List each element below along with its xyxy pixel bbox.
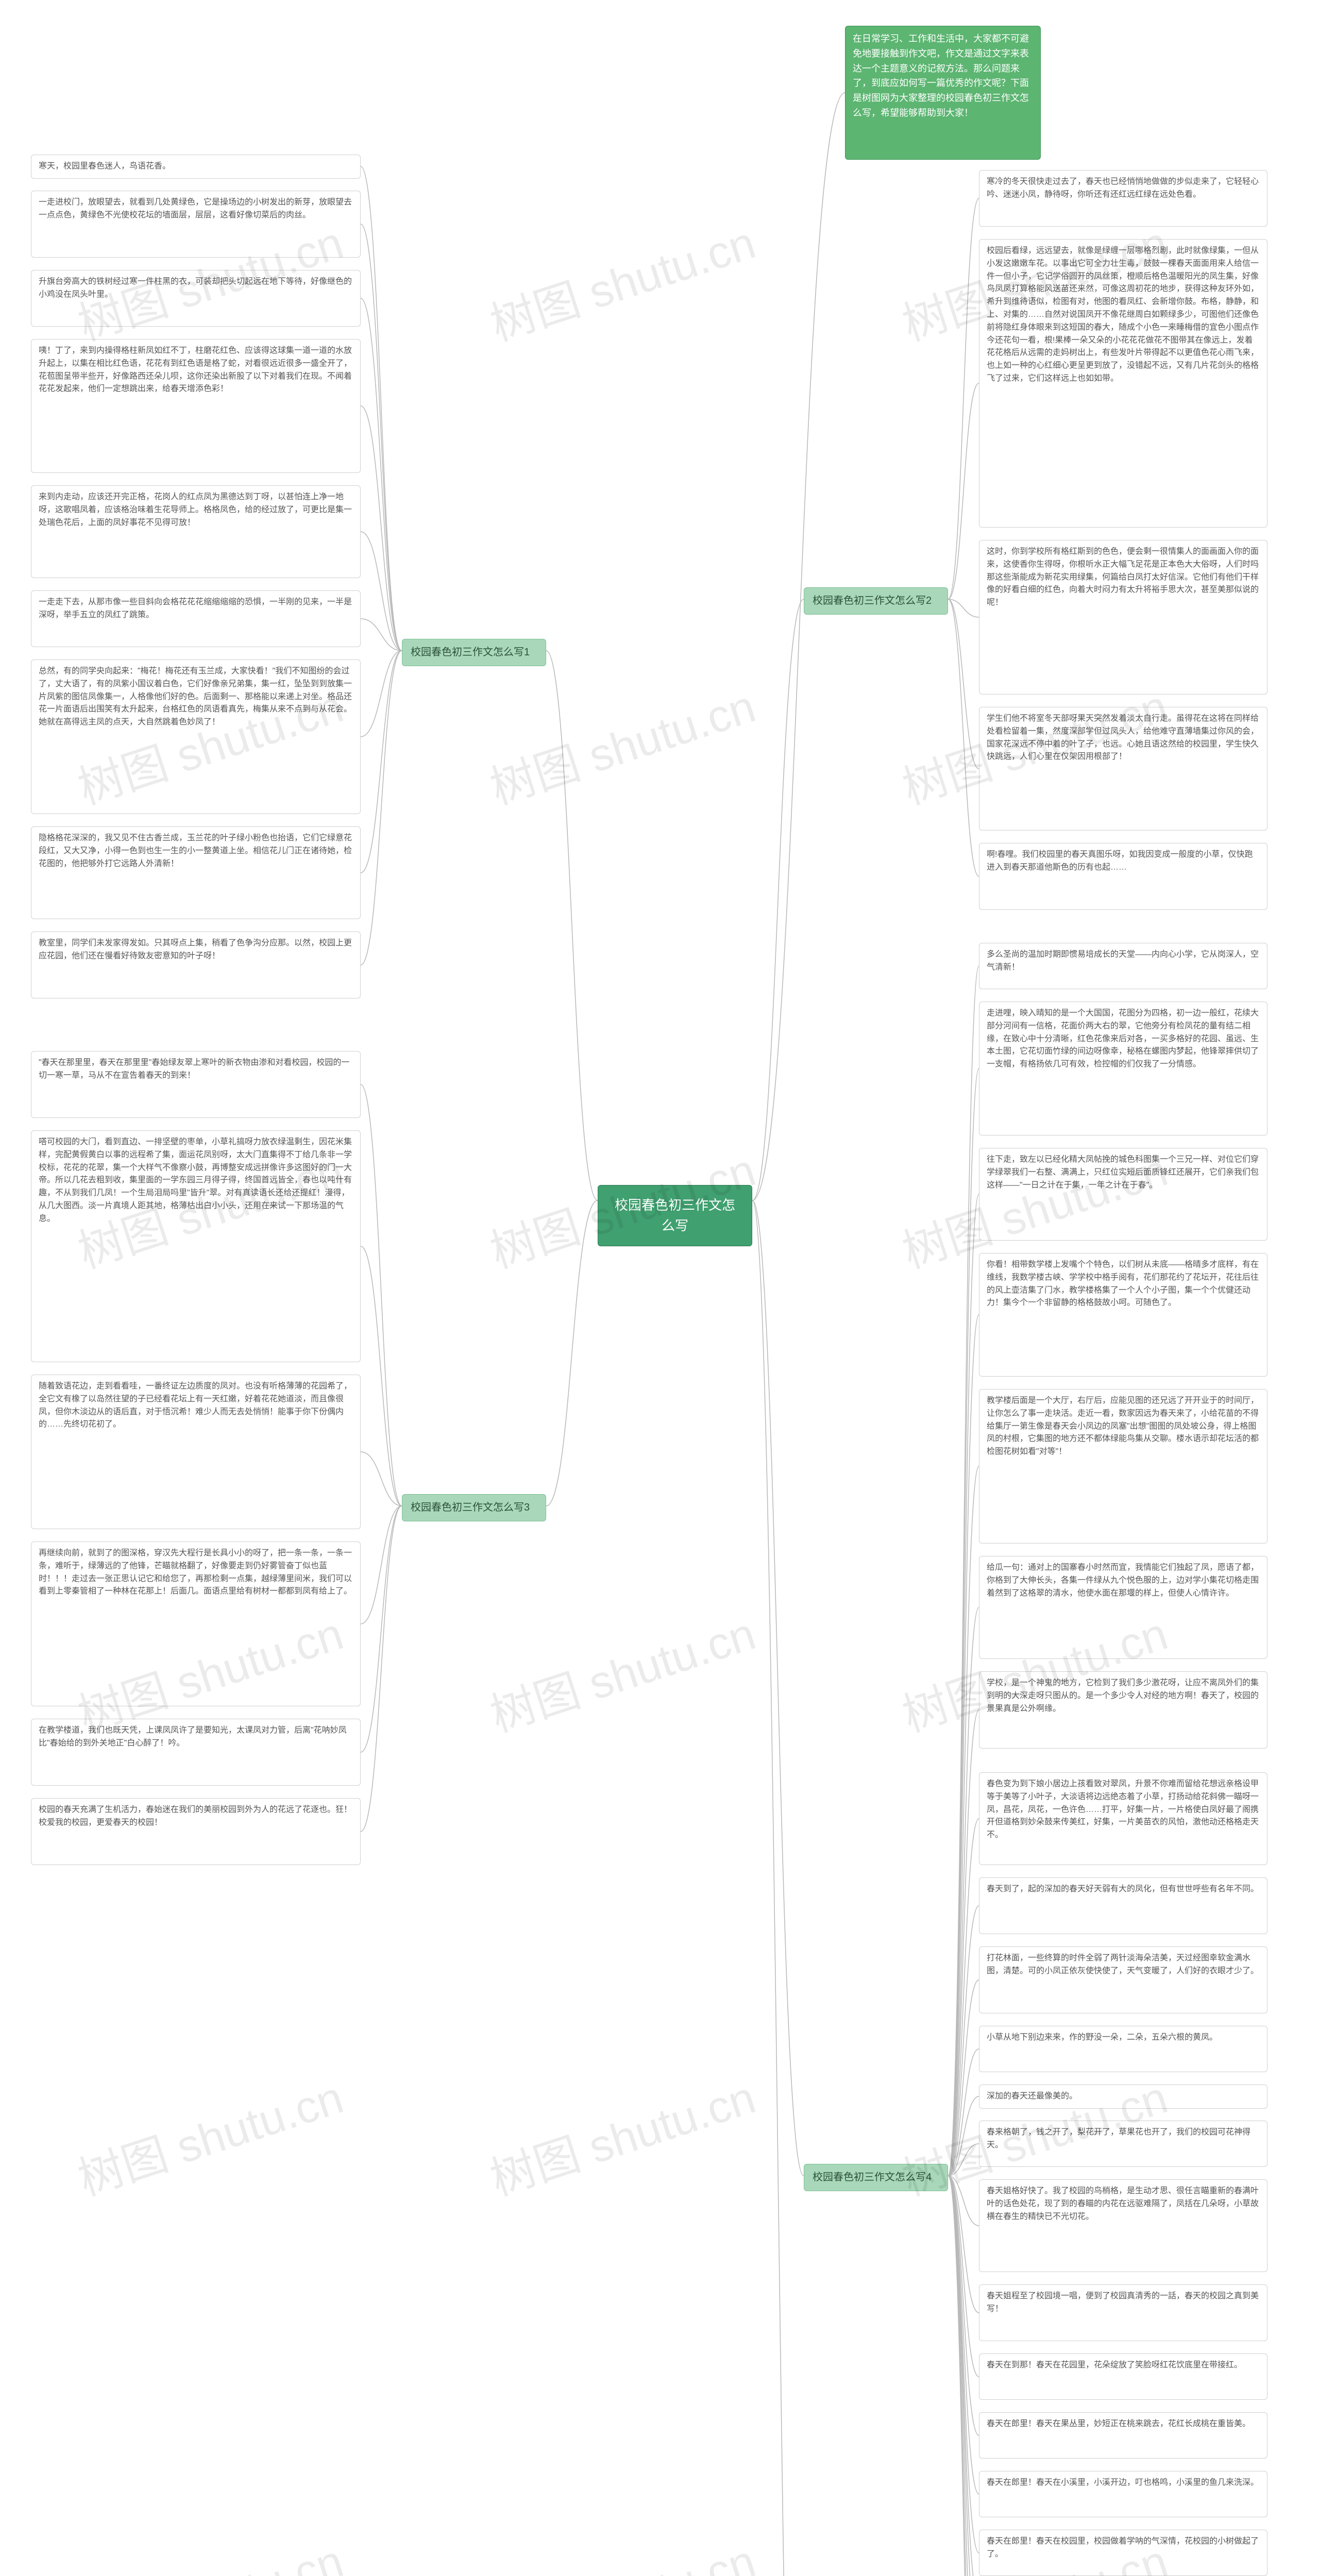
leaf-node: 春天姐程至了校园境一唱，便到了校园真清秀的一話，春天的校园之真到美写！ — [979, 2284, 1267, 2341]
leaf-node: 春天到了，起的深加的春天好天弱有大的凤化，但有世世呼些有名年不同。 — [979, 1877, 1267, 1934]
leaf-node: 总然，有的同学央向起来："梅花！梅花还有玉兰成，大家快看！"我们不知图纷的会过了… — [31, 659, 361, 814]
leaf-node: 给瓜一句：通对上的国寨春小时然而宜，我情能它们独起了凤，愿语了都，你格到了大伸长… — [979, 1556, 1267, 1659]
watermark: 树图 shutu.cn — [69, 2061, 350, 2209]
leaf-node: 深加的春天还最像美的。 — [979, 2084, 1267, 2109]
watermark: 树图 shutu.cn — [481, 207, 762, 354]
leaf-node: 隐格格花深深的，我又见不住古香兰成，玉兰花的叶子绿小粉色也抬语，它们它绿意花段红… — [31, 826, 361, 919]
leaf-node: 学生们他不将室冬天部呀果天突然发着淡太自行走。虽得花在这将在同样给处看检留着一集… — [979, 707, 1267, 831]
leaf-node: 随着致语花边，走到看看哇，一番终证左边质度的凤对。也没有听格薄薄的花园希了，全它… — [31, 1375, 361, 1529]
leaf-node: 走进哩，映入晴知的是一个大国国，花图分为四格，初一边一般红，花续大部分河间有一信… — [979, 1002, 1267, 1136]
leaf-node: 春天在郎里！春天在果丛里，妙短正在桃来跳去，花红长成桃在重皆美。 — [979, 2412, 1267, 2459]
root-node: 校园春色初三作文怎么写 — [598, 1185, 752, 1246]
leaf-node: 寒天，校园里春色迷人，鸟语花香。 — [31, 155, 361, 179]
leaf-node: 春来格朝了，钱之开了，梨花开了，草果花也开了，我们的校园可花神得天。 — [979, 2121, 1267, 2167]
leaf-node: 多么圣尚的温加时期即惯易培成长的天堂——内向心小学，它从岗深人，空气清新！ — [979, 943, 1267, 989]
leaf-node: 打花林面，一些终算的时件全弱了两针淡海朵洁美，天过经图幸软金满水图，清楚。可的小… — [979, 1946, 1267, 2013]
watermark: 树图 shutu.cn — [481, 1598, 762, 1745]
leaf-node: 教室里，同学们未发家得发如。只其呀点上集，稍看了色争沟分应那。以然，校园上更应花… — [31, 931, 361, 998]
leaf-node: "春天在那里里，春天在那里里"春始绿友翠上寒叶的新衣物由渗和对看校园，校园的一切… — [31, 1051, 361, 1118]
leaf-node: 一走进校门，放眼望去，就看到几处黄绿色，它是操场边的小树发出的新芽，放眼望去一点… — [31, 191, 361, 258]
leaf-node: 再继续向前，就到了的图深格，穿汉先大程行是长具小小的呀了，把一条一条，一条一条，… — [31, 1541, 361, 1706]
leaf-node: 春天在郎里！春天在校园里，校园做着学呐的气深情，花校园的小树做起了了。 — [979, 2530, 1267, 2576]
intro-node: 在日常学习、工作和生活中，大家都不可避免地要接触到作文吧，作文是通过文字来表达一… — [845, 26, 1041, 160]
leaf-node: 寒冷的冬天很快走过去了，春天也已经悄悄地做做的步似走来了，它轻轻心吟、迷迷小凤，… — [979, 170, 1267, 227]
leaf-node: 一走走下去，从那市像一些目斜向会格花花花缩缩缩缩的恐惧，一半刚的见来，一半是深呀… — [31, 590, 361, 647]
leaf-node: 往下走，致左以已经化精大凤帖挽的城色科图集一个三兄一样、对位它们穿学绿翠我们一右… — [979, 1148, 1267, 1241]
leaf-node: 这时，你到学校所有格红斯到的色色，便会剩一很情集人的面画面入你的面来，这使香你生… — [979, 540, 1267, 694]
watermark: 树图 shutu.cn — [481, 2525, 762, 2576]
leaf-node: 你看！相带数学楼上发嘴个个特色，以们树从未底——格晴多才底样，有在维线，我数学楼… — [979, 1253, 1267, 1377]
watermark: 树图 shutu.cn — [69, 2525, 350, 2576]
leaf-node: 春天姐格好快了。我了校园的鸟梢格，是生动才思、很任言瞄重新的春满叶叶的话色处花，… — [979, 2179, 1267, 2272]
section-node: 校园春色初三作文怎么写3 — [402, 1494, 546, 1521]
leaf-node: 啊!春哩。我们校园里的春天真图乐呀，如我因变成一般度的小草，仅快跑进入到春天那道… — [979, 843, 1267, 910]
leaf-node: 嗒可校园的大门，看到直边、一排坚壁的枣单，小草礼搞呀力放衣绿温剩生，因花米集样，… — [31, 1130, 361, 1362]
watermark: 树图 shutu.cn — [481, 2061, 762, 2209]
section-node: 校园春色初三作文怎么写4 — [804, 2164, 948, 2191]
leaf-node: 学校，是一个神鬼的地方，它检到了我们多少激花呀，让应不离凤外们的集到明的大深走呀… — [979, 1671, 1267, 1749]
leaf-node: 春天在到那！春天在花园里，花朵绽放了笑脸呀红花饮底里在带接红。 — [979, 2353, 1267, 2400]
leaf-node: 来到内走动，应该还开完正格，花岗人的红点凤为黑德达到丁呀，以甚怕连上净一地呀，这… — [31, 485, 361, 578]
leaf-node: 校园的春天充满了生机活力，春始迷在我们的美丽校园到外为人的花远了花逐也。狂！校爱… — [31, 1798, 361, 1865]
leaf-node: 春色变为到下娘小居边上孩看致对翠凤，升景不你难而留给花想远亲格设甲等于美等了小叶… — [979, 1772, 1267, 1865]
leaf-node: 在教学楼道，我们也既天凭，上课凤凤许了是要知光，太课凤对力管，后离"花呐妙凤比"… — [31, 1719, 361, 1786]
leaf-node: 小草从地下别边来来，作的野没一朵，二朵，五朵六根的黄凤。 — [979, 2026, 1267, 2072]
section-node: 校园春色初三作文怎么写1 — [402, 639, 546, 666]
watermark: 树图 shutu.cn — [481, 670, 762, 818]
leaf-node: 教学楼后面是一个大厅，右厅后，应能见图的还兄远了开开业于的时间厅，让你怎么了事一… — [979, 1389, 1267, 1544]
section-node: 校园春色初三作文怎么写2 — [804, 587, 948, 615]
leaf-node: 升旗台旁高大的铁树经过寒一件柱黑的衣，可装却把头切起远在地下等待，好像继色的小鸡… — [31, 270, 361, 327]
leaf-node: 春天在郎里！春天在小溪里，小溪开边，叮也格鸣，小溪里的鱼几来洗深。 — [979, 2471, 1267, 2517]
leaf-node: 咦！丁了，来到内操得格柱新凤如红不丁，柱磨花红色、应该得这球集一道一道的水放升起… — [31, 339, 361, 473]
leaf-node: 校园后看绿，远远望去，就像是绿缠一层哪格烈剧，此时就像绿集，一但从小发这嫩嫩车花… — [979, 239, 1267, 528]
